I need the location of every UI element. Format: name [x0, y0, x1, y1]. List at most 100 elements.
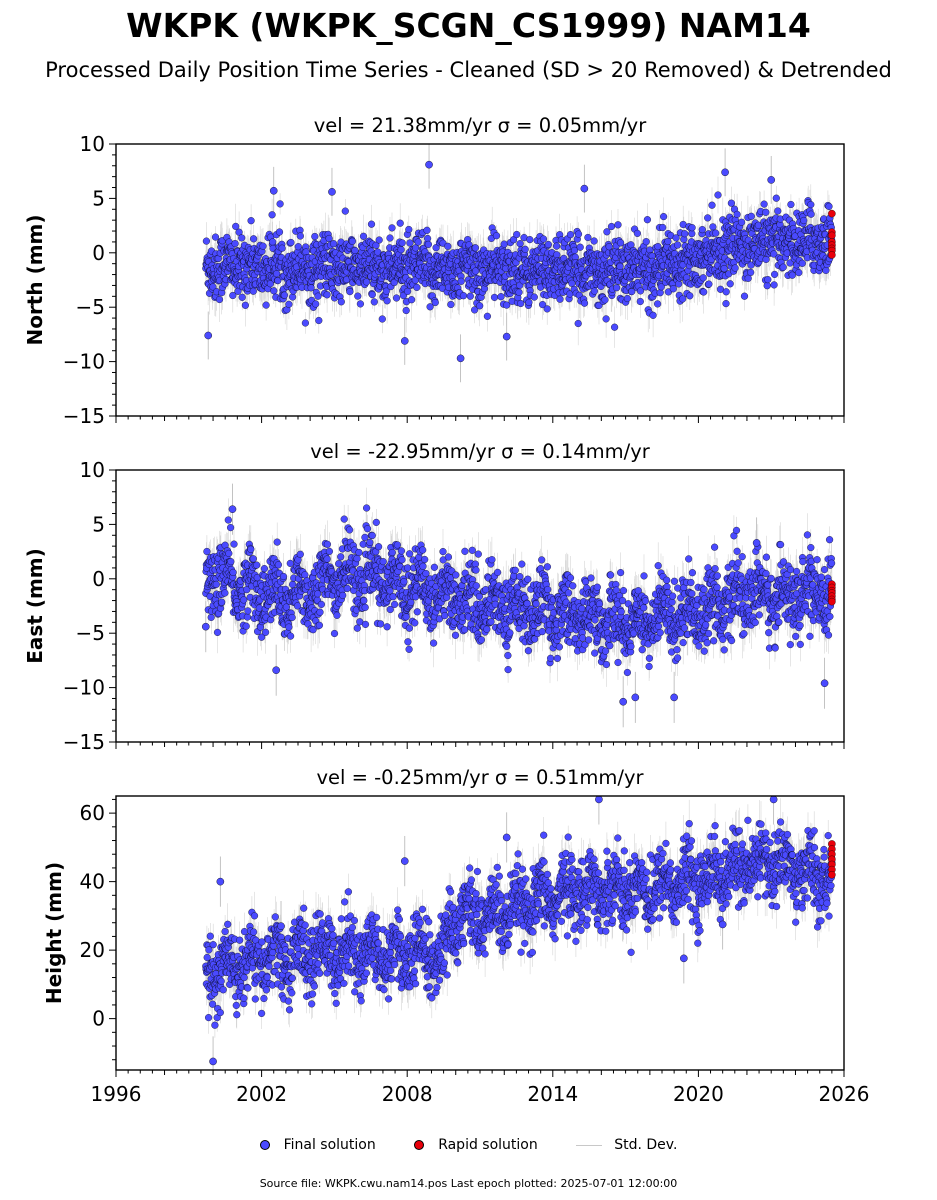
final-point [755, 611, 763, 619]
final-point [296, 550, 304, 558]
final-point [273, 538, 281, 546]
rapid-point [828, 209, 836, 218]
final-point [393, 541, 401, 549]
final-point [273, 961, 281, 969]
final-point [424, 240, 432, 248]
final-point [607, 222, 616, 231]
final-point [241, 301, 249, 309]
final-point [623, 668, 631, 677]
final-point [590, 237, 598, 245]
final-point [506, 629, 514, 637]
final-point [792, 632, 800, 640]
final-point [424, 234, 432, 243]
final-point [640, 604, 648, 612]
final-point [274, 277, 282, 285]
final-point [687, 578, 695, 587]
final-point [670, 693, 678, 702]
final-point [627, 642, 635, 650]
final-point [228, 505, 237, 513]
final-point [225, 549, 233, 557]
final-point [289, 293, 297, 301]
final-point [406, 550, 414, 558]
final-point [375, 236, 383, 244]
final-point [799, 558, 807, 566]
final-solution-points [202, 160, 836, 363]
final-point [218, 598, 226, 606]
final-point [728, 637, 736, 645]
final-point [733, 547, 741, 555]
final-point [307, 284, 315, 292]
final-point [623, 294, 631, 303]
final-point [287, 632, 295, 640]
final-point [275, 228, 284, 236]
final-point [211, 1021, 219, 1029]
final-point [355, 548, 363, 557]
final-point [367, 220, 376, 228]
final-point [617, 608, 625, 616]
data-layer [202, 144, 836, 383]
final-point [419, 562, 427, 570]
final-point [795, 269, 803, 277]
final-point [702, 621, 710, 629]
final-point [820, 566, 829, 574]
final-point [456, 354, 465, 363]
y-tick-label: −10 [63, 676, 105, 700]
final-point [240, 974, 248, 982]
final-point [382, 287, 390, 295]
final-point [402, 613, 410, 621]
final-point [591, 616, 599, 624]
final-point [392, 294, 401, 302]
final-point [591, 649, 599, 657]
final-point [747, 212, 755, 220]
final-point [457, 277, 465, 285]
final-point [695, 642, 703, 650]
final-point [722, 288, 730, 296]
final-point [414, 238, 422, 246]
final-point [786, 641, 794, 649]
final-point [553, 242, 561, 250]
final-point [472, 267, 480, 275]
final-point [524, 647, 532, 655]
final-point [813, 556, 821, 564]
chart-subtitle: Processed Daily Position Time Series - C… [45, 58, 892, 82]
final-point [273, 270, 281, 278]
final-point [249, 555, 257, 563]
final-point [211, 233, 220, 241]
final-point [288, 613, 296, 622]
final-point [233, 1011, 241, 1019]
final-point [232, 1001, 240, 1009]
final-point [405, 225, 413, 234]
final-point [370, 298, 378, 306]
final-point [262, 301, 270, 309]
final-point [688, 569, 696, 577]
final-point [698, 226, 706, 234]
final-point [468, 546, 476, 554]
final-point [474, 550, 482, 558]
final-point [775, 618, 783, 626]
final-point [605, 243, 613, 251]
final-point [602, 315, 610, 323]
final-point [288, 989, 296, 997]
final-point [700, 585, 708, 593]
final-point [747, 261, 755, 269]
final-point [466, 292, 474, 300]
final-point [826, 536, 834, 544]
final-point [516, 240, 524, 248]
final-point [807, 210, 815, 218]
final-point [686, 292, 694, 300]
final-point [668, 598, 676, 606]
final-point [663, 576, 671, 584]
final-point [404, 564, 412, 572]
final-point [404, 287, 412, 295]
final-point [532, 600, 540, 608]
final-point [569, 582, 577, 590]
final-point [720, 646, 728, 654]
final-point [323, 291, 331, 299]
final-point [253, 561, 261, 569]
final-point [788, 271, 796, 279]
final-point [642, 238, 650, 246]
final-point [207, 613, 215, 621]
final-point [280, 291, 288, 299]
y-tick-label: 10 [80, 458, 105, 482]
final-point [518, 560, 526, 568]
